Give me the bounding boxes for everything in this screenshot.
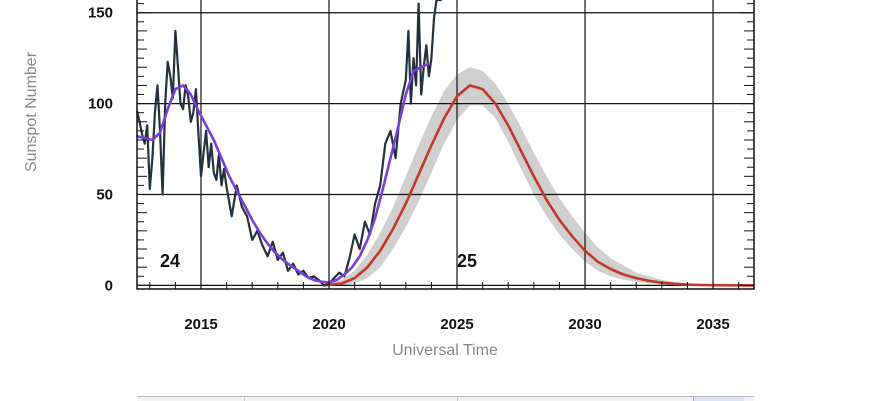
y-tick-label: 50 bbox=[96, 186, 113, 203]
x-tick-label: 2025 bbox=[440, 316, 473, 333]
x-tick-label: 2015 bbox=[184, 316, 217, 333]
series-lines bbox=[135, 0, 755, 287]
gridlines bbox=[137, 0, 754, 289]
uncertainty-band bbox=[323, 67, 754, 286]
lower-panel-edge bbox=[137, 396, 754, 401]
x-tick-label: 2020 bbox=[312, 316, 345, 333]
plot-area bbox=[137, 0, 754, 289]
y-tick-label: 150 bbox=[88, 5, 113, 22]
y-tick-label: 0 bbox=[105, 277, 113, 294]
uncertainty-band-layer bbox=[323, 67, 754, 286]
plot-frame bbox=[136, 0, 755, 290]
plot-border bbox=[136, 0, 755, 290]
y-tick-label: 100 bbox=[88, 96, 113, 113]
cycle-annotation: 25 bbox=[457, 251, 477, 271]
smoothed-series-line bbox=[136, 62, 430, 284]
x-axis-title: Universal Time bbox=[392, 342, 498, 359]
x-tick-label: 2035 bbox=[696, 316, 729, 333]
tick-labels: 2015 2020 2025 2030 2035 0 50 100 150 24 25 bbox=[88, 5, 730, 333]
x-tick-label: 2030 bbox=[568, 316, 601, 333]
y-axis-title: Sunspot Number bbox=[23, 51, 40, 172]
predicted-series-line bbox=[323, 84, 755, 287]
cycle-annotation: 24 bbox=[160, 251, 180, 271]
